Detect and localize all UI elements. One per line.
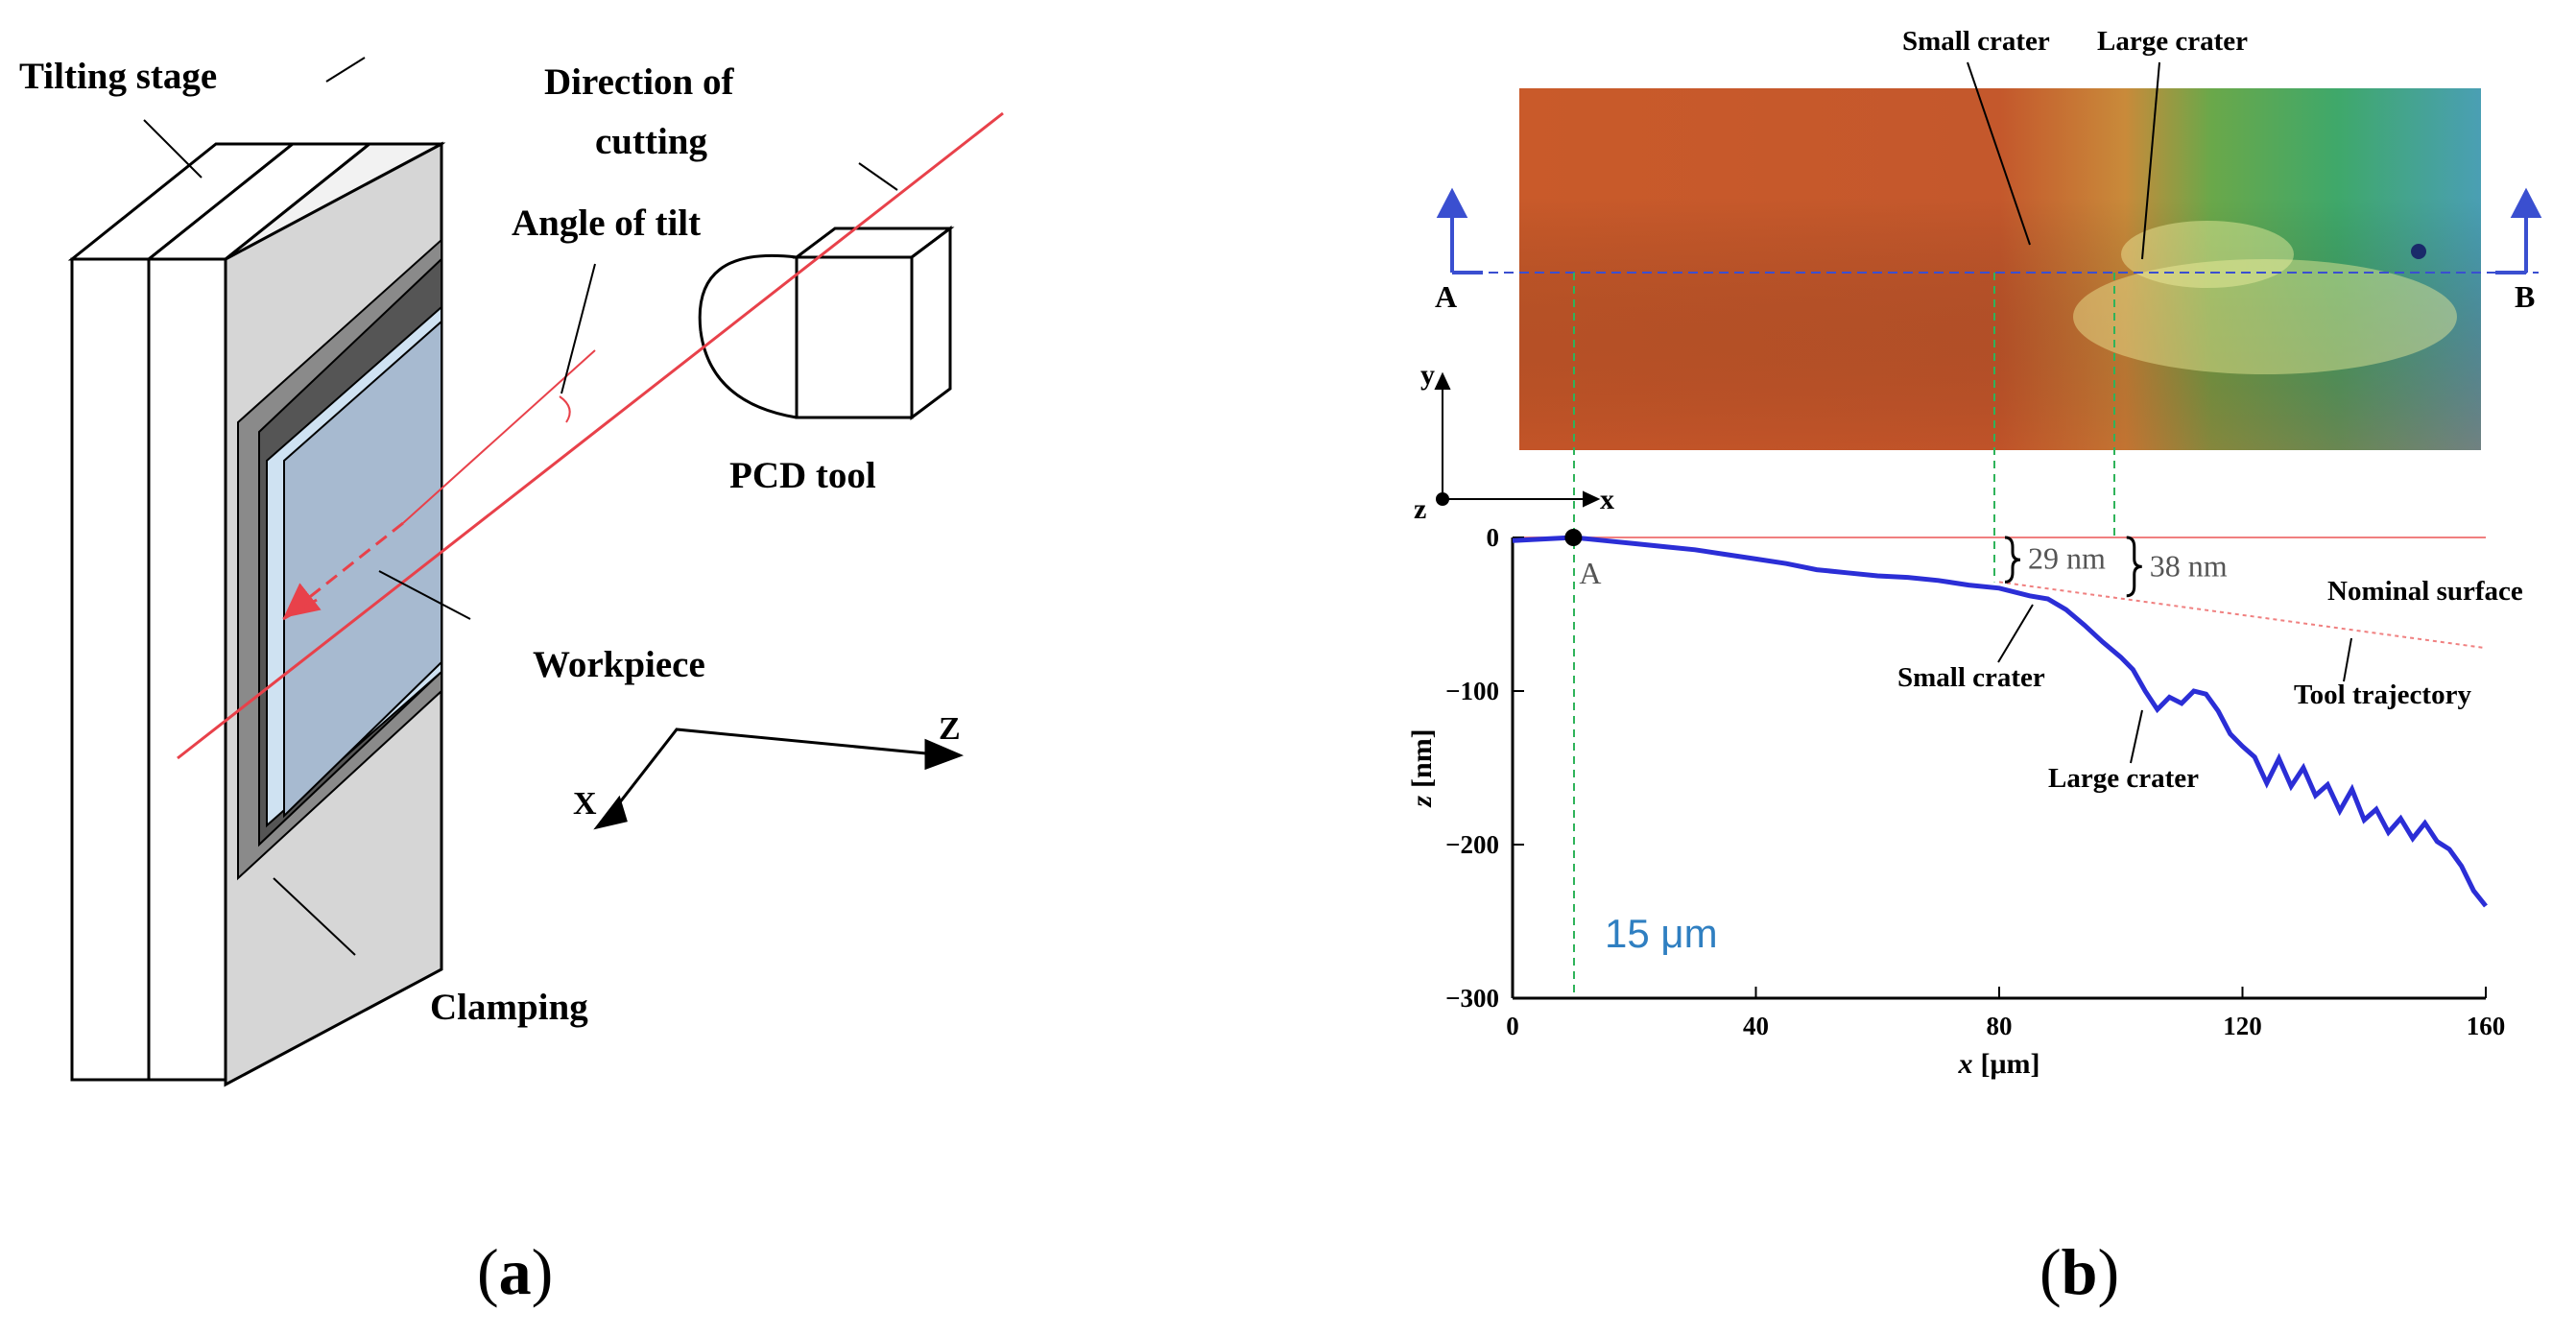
map-xy-axes — [1434, 371, 1601, 508]
profile-large-crater-label: Large crater — [2048, 763, 2199, 794]
tool-trajectory-label: Tool trajectory — [2294, 680, 2471, 710]
x-tick-label-1: 40 — [1743, 1012, 1769, 1040]
workpiece — [266, 304, 442, 828]
tool-trajectory-line — [1998, 581, 2487, 650]
y-axis-label: z [nm] — [1406, 728, 1438, 807]
profile-chart: 0 40 80 120 160 0−100−200−300 A 29 nm 38 nm … — [1406, 273, 2523, 1080]
x-tick-label-2: 80 — [1987, 1012, 2013, 1040]
map-axis-x: x — [1600, 484, 1614, 515]
pcd-tool — [698, 226, 955, 420]
leader-lines — [143, 57, 898, 956]
x-axis-label: x [μm] — [1958, 1048, 2040, 1080]
x-tick-label-3: 120 — [2223, 1012, 2262, 1040]
svg-text:(b): (b) — [2039, 1235, 2119, 1308]
brace-29nm — [2004, 536, 2021, 584]
angle-of-tilt-label: Angle of tilt — [512, 203, 701, 244]
profile-point-a-label: A — [1579, 556, 1601, 590]
section-arrow-b — [2495, 187, 2542, 274]
caption-b: (b) — [2039, 1235, 2119, 1308]
map-small-crater-label: Small crater — [1902, 26, 2050, 57]
y-ticks: 0 −100 −200 −300 — [1445, 523, 1524, 1013]
profile-point-a-dot — [1564, 529, 1583, 546]
x-tick-label-0: 0 — [1506, 1012, 1519, 1040]
map-axis-z: z — [1414, 493, 1426, 525]
offset-15um-label: 15 μm — [1605, 911, 1718, 956]
map-axis-y: y — [1420, 359, 1435, 391]
y-tick-label-0: 0 — [1487, 523, 1500, 552]
direction-label-2: cutting — [595, 121, 708, 162]
y-tick-label-2: −200 — [1445, 830, 1499, 859]
direction-label-1: Direction of — [544, 61, 734, 103]
y-tick-label-3: −300 — [1445, 984, 1499, 1013]
panel-a: Tilting stage Direction of cutting Angle… — [19, 56, 1004, 1308]
map-large-crater-label: Large crater — [2097, 26, 2248, 57]
x-axis-var: x — [1958, 1048, 1973, 1080]
axis-x-label: X — [573, 786, 597, 822]
dim-29nm-label: 29 nm — [2028, 540, 2106, 575]
nominal-surface-label: Nominal surface — [2327, 576, 2523, 607]
y-tick-label-1: −100 — [1445, 677, 1499, 705]
caption-b-open: ( — [2039, 1235, 2062, 1308]
profile-small-crater-label: Small crater — [1897, 662, 2045, 693]
y-axis-unit: [nm] — [1406, 728, 1438, 788]
map-small-crater-leader — [1967, 61, 2031, 246]
y-axis-var: z — [1406, 796, 1438, 808]
map-point-b: B — [2515, 279, 2535, 314]
x-ticks: 0 40 80 120 160 — [1506, 987, 2505, 1040]
x-axis-unit: [μm] — [1981, 1048, 2040, 1080]
clamping-label: Clamping — [430, 987, 588, 1028]
profile-leaders — [1997, 604, 2352, 764]
map-point-a: A — [1435, 279, 1457, 314]
surface-map — [1519, 88, 2481, 450]
guide-lines — [1573, 273, 2115, 998]
x-tick-label-4: 160 — [2467, 1012, 2506, 1040]
map-large-crater-leader — [2141, 61, 2160, 260]
caption-a-close: ) — [532, 1235, 554, 1308]
tilting-stage-label: Tilting stage — [19, 56, 217, 97]
caption-a-letter: a — [499, 1235, 532, 1308]
caption-b-close: ) — [2097, 1235, 2119, 1308]
svg-text:(a): (a) — [477, 1235, 553, 1308]
caption-b-letter: b — [2062, 1235, 2098, 1308]
section-arrow-a — [1436, 187, 1483, 274]
caption-a-open: ( — [477, 1235, 499, 1308]
dim-38nm-label: 38 nm — [2150, 548, 2228, 583]
cutting-direction-lines — [177, 111, 1004, 760]
profile-series-line — [1512, 535, 2488, 908]
panel-b: A B Small crater Large crater y z x 0 40 8… — [1406, 26, 2542, 1308]
xz-axes — [593, 728, 965, 830]
caption-a: (a) — [477, 1235, 553, 1308]
pcd-tool-label: PCD tool — [729, 455, 876, 496]
workpiece-label: Workpiece — [533, 644, 705, 685]
axis-z-label: Z — [939, 711, 961, 747]
brace-38nm — [2126, 536, 2142, 598]
